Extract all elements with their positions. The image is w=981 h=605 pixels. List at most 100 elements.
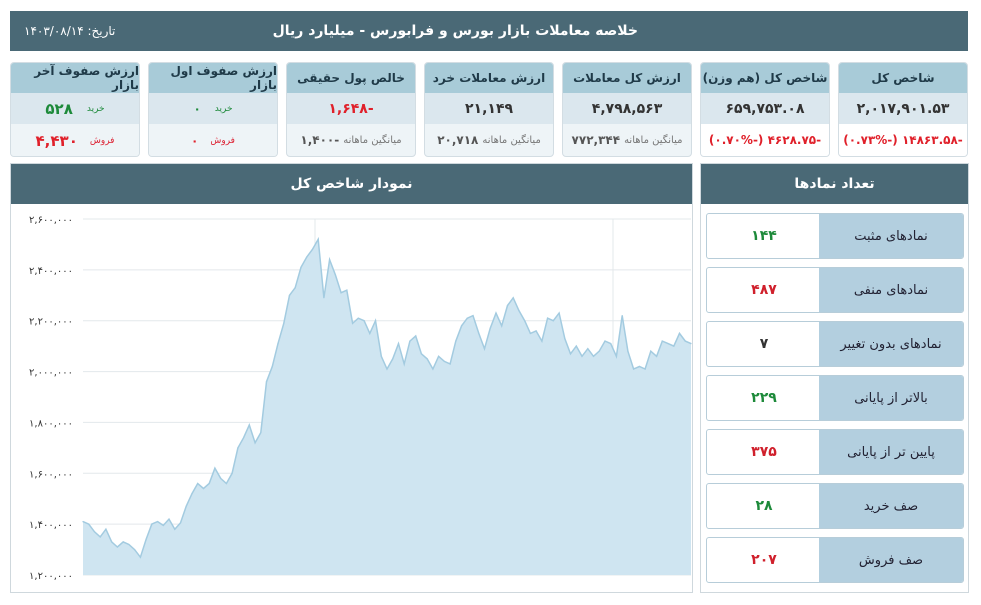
card-total-value[interactable]: ارزش کل معاملات ۴,۷۹۸,۵۶۳ میانگین ماهانه… [562, 62, 692, 157]
data-point [512, 297, 514, 299]
symbol-row-value: ۲۸ [755, 498, 773, 514]
symbol-row[interactable]: نمادهای مثبت ۱۴۴ [706, 213, 964, 259]
symbol-row[interactable]: نمادهای بدون تغییر ۷ [706, 321, 964, 367]
card-index-total[interactable]: شاخص کل ۲,۰۱۷,۹۰۱.۵۳ -۱۴۸۶۳.۵۸ (-۰.۷۳%) [838, 62, 968, 157]
card-title: ارزش معاملات خرد [425, 63, 553, 93]
buy-value: ۰ [193, 101, 201, 116]
card-retail-value[interactable]: ارزش معاملات خرد ۲۱,۱۴۹ میانگین ماهانه ۲… [424, 62, 554, 157]
data-point [478, 332, 480, 334]
data-point [403, 363, 405, 365]
data-point [644, 368, 646, 370]
data-point [587, 348, 589, 350]
index-chart[interactable]: ۲,۶۰۰,۰۰۰ ۲,۴۰۰,۰۰۰ ۲,۲۰۰,۰۰۰ ۲,۰۰۰,۰۰۰ ۱,۸۰… [11, 204, 692, 592]
card-net-flow[interactable]: خالص پول حقیقی -۱,۶۴۸ میانگین ماهانه -۱,… [286, 62, 416, 157]
data-point [334, 274, 336, 276]
card-value: ۴,۷۹۸,۵۶۳ [563, 93, 691, 124]
data-point [650, 350, 652, 352]
symbol-row[interactable]: بالاتر از پایانی ۲۲۹ [706, 375, 964, 421]
data-point [374, 320, 377, 322]
card-change: -۱۴۸۶۳.۵۸ (-۰.۷۳%) [839, 124, 967, 156]
data-point [288, 294, 291, 296]
data-point [638, 365, 641, 368]
data-point [139, 556, 141, 558]
data-point [380, 355, 382, 357]
data-point [162, 524, 164, 526]
data-point [541, 340, 543, 342]
page-title: خلاصه معاملات بازار بورس و فرابورس - میل… [272, 23, 638, 39]
data-point [317, 238, 319, 240]
data-point [420, 353, 422, 355]
data-point [283, 322, 285, 324]
data-point [225, 482, 227, 485]
data-point [185, 505, 187, 507]
data-point [489, 327, 491, 329]
symbols-count-panel: تعداد نمادها نمادهای مثبت ۱۴۴ نمادهای منفی… [700, 163, 969, 593]
data-point [352, 322, 354, 324]
data-point [535, 330, 537, 332]
data-point [300, 266, 302, 268]
symbol-row-label: صف فروش [819, 538, 963, 582]
data-point [357, 317, 359, 319]
data-point [208, 482, 210, 485]
change-value: -۱۴۸۶۳.۵۸ (-۰.۷۳%) [843, 133, 963, 147]
data-point [621, 315, 623, 317]
data-point [174, 528, 176, 530]
data-point [111, 541, 113, 543]
symbol-row[interactable]: صف فروش ۲۰۷ [706, 537, 964, 583]
sell-label: فروش [210, 135, 235, 146]
symbol-row-value: ۴۸۷ [751, 282, 777, 298]
data-point [116, 546, 118, 548]
monthly-avg-value: -۱,۴۰۰ [300, 133, 340, 147]
data-point [265, 381, 268, 383]
data-point [449, 363, 451, 365]
data-point [466, 317, 468, 319]
card-title: شاخص کل [839, 63, 967, 93]
card-open-queue[interactable]: ارزش صفوف اول بازار خرید ۰ فروش ۰ [148, 62, 278, 157]
symbol-row-value: ۲۲۹ [751, 390, 777, 406]
data-point [157, 521, 159, 523]
data-point [409, 340, 411, 342]
data-point [610, 343, 612, 345]
symbols-panel-title: تعداد نمادها [701, 164, 968, 204]
data-point [684, 340, 686, 342]
card-value: ۲۱,۱۴۹ [425, 93, 553, 124]
card-close-queue[interactable]: ارزش صفوف آخر بازار خرید ۵۲۸ فروش ۴,۴۳۰ [10, 62, 140, 157]
card-monthly-avg: میانگین ماهانه ۷۷۲,۳۴۴ [563, 124, 691, 156]
card-monthly-avg: میانگین ماهانه ۲۰,۷۱۸ [425, 124, 553, 156]
data-point [346, 289, 348, 291]
data-point [472, 315, 474, 317]
data-point [392, 358, 394, 360]
monthly-avg-value: ۷۷۲,۳۴۴ [571, 133, 621, 147]
data-point [426, 358, 428, 360]
data-point [191, 493, 193, 495]
data-point [518, 309, 520, 312]
data-point [432, 368, 434, 370]
monthly-avg-label: میانگین ماهانه [624, 134, 683, 146]
index-area-series [83, 239, 691, 576]
card-value: ۲,۰۱۷,۹۰۱.۵۳ [839, 93, 967, 124]
symbol-row-label: بالاتر از پایانی [819, 376, 963, 420]
symbol-row[interactable]: پایین تر از پایانی ۳۷۵ [706, 429, 964, 475]
data-point [529, 332, 532, 334]
data-point [678, 332, 681, 334]
symbol-row-value: ۷ [759, 336, 769, 352]
summary-cards: شاخص کل ۲,۰۱۷,۹۰۱.۵۳ -۱۴۸۶۳.۵۸ (-۰.۷۳%) … [10, 62, 968, 157]
data-point [415, 335, 417, 337]
card-title: شاخص کل (هم وزن) [701, 63, 829, 93]
index-chart-panel: نمودار شاخص کل ۲,۶۰۰,۰۰۰ ۲,۴۰۰,۰۰۰ ۲,۲۰۰,۰… [10, 163, 693, 593]
symbol-row[interactable]: نمادهای منفی ۴۸۷ [706, 267, 964, 313]
data-point [311, 248, 313, 251]
data-point [134, 549, 136, 551]
data-point [443, 360, 445, 362]
symbol-row[interactable]: صف خرید ۲۸ [706, 483, 964, 529]
card-index-equal[interactable]: شاخص کل (هم وزن) ۶۵۹,۷۵۳.۰۸ -۴۶۲۸.۷۵ (-۰… [700, 62, 830, 157]
symbol-row-label: نمادهای بدون تغییر [819, 322, 963, 366]
data-point [122, 541, 124, 543]
data-point [243, 437, 245, 439]
data-point [277, 343, 279, 345]
chart-panel-title: نمودار شاخص کل [11, 164, 692, 204]
monthly-avg-value: ۲۰,۷۱۸ [437, 133, 479, 147]
data-point [271, 365, 273, 368]
card-value: -۱,۶۴۸ [287, 93, 415, 124]
data-point [581, 355, 583, 357]
